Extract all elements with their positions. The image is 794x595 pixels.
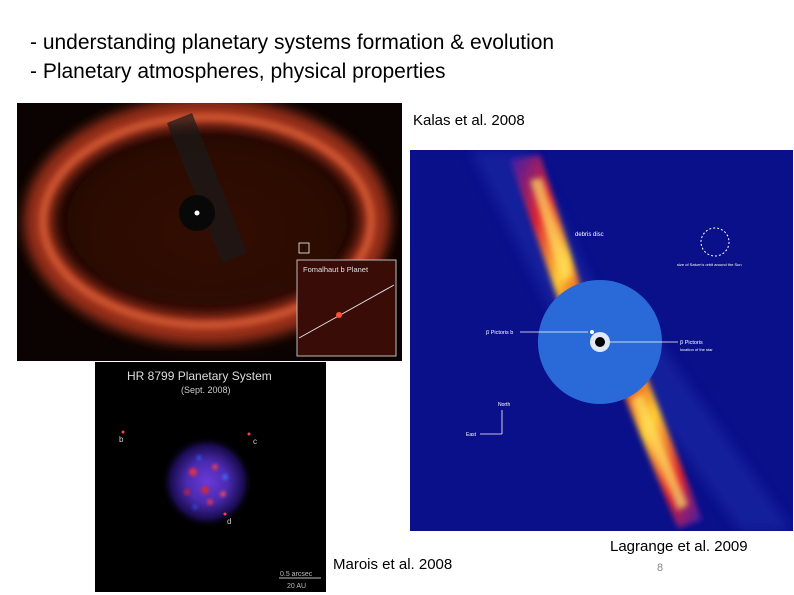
fomalhaut-inset: Fomalhaut b Planet	[296, 259, 397, 357]
hr8799-planet-c: c	[253, 437, 257, 446]
hr8799-image: HR 8799 Planetary System (Sept. 2008) b …	[95, 362, 326, 592]
caption-lagrange: Lagrange et al. 2009	[610, 538, 748, 555]
fomalhaut-image: Fomalhaut b Planet	[17, 103, 402, 361]
hr8799-scale-arcsec: 0.5 arcsec	[280, 571, 313, 578]
caption-kalas: Kalas et al. 2008	[413, 112, 525, 129]
fomalhaut-inset-label: Fomalhaut b Planet	[303, 265, 369, 274]
bullet-list: - understanding planetary systems format…	[30, 28, 554, 86]
hr8799-planet-d: d	[227, 517, 231, 526]
hr8799-title: HR 8799 Planetary System	[127, 369, 272, 383]
hr8799-scale-au: 20 AU	[287, 583, 306, 590]
betapic-image: debris disc size of Saturn's orbit aroun…	[410, 150, 793, 531]
page-number: 8	[657, 562, 664, 574]
bullet-item-atmospheres: - Planetary atmospheres, physical proper…	[30, 60, 446, 83]
caption-marois: Marois et al. 2008	[333, 556, 453, 573]
betapic-star-label: β Pictoris	[680, 340, 703, 346]
hr8799-planet-b: b	[119, 435, 124, 444]
betapic-orbit-note: size of Saturn's orbit around the Sun	[677, 262, 742, 267]
hr8799-subtitle: (Sept. 2008)	[181, 385, 231, 395]
betapic-star-note: location of the star	[680, 347, 713, 352]
bullet-item-formation: - understanding planetary systems format…	[30, 31, 555, 54]
betapic-north: North	[498, 402, 510, 408]
betapic-planet-label: β Pictoris b	[486, 330, 513, 336]
betapic-east: East	[466, 432, 477, 438]
betapic-debris-disc: debris disc	[575, 232, 604, 238]
